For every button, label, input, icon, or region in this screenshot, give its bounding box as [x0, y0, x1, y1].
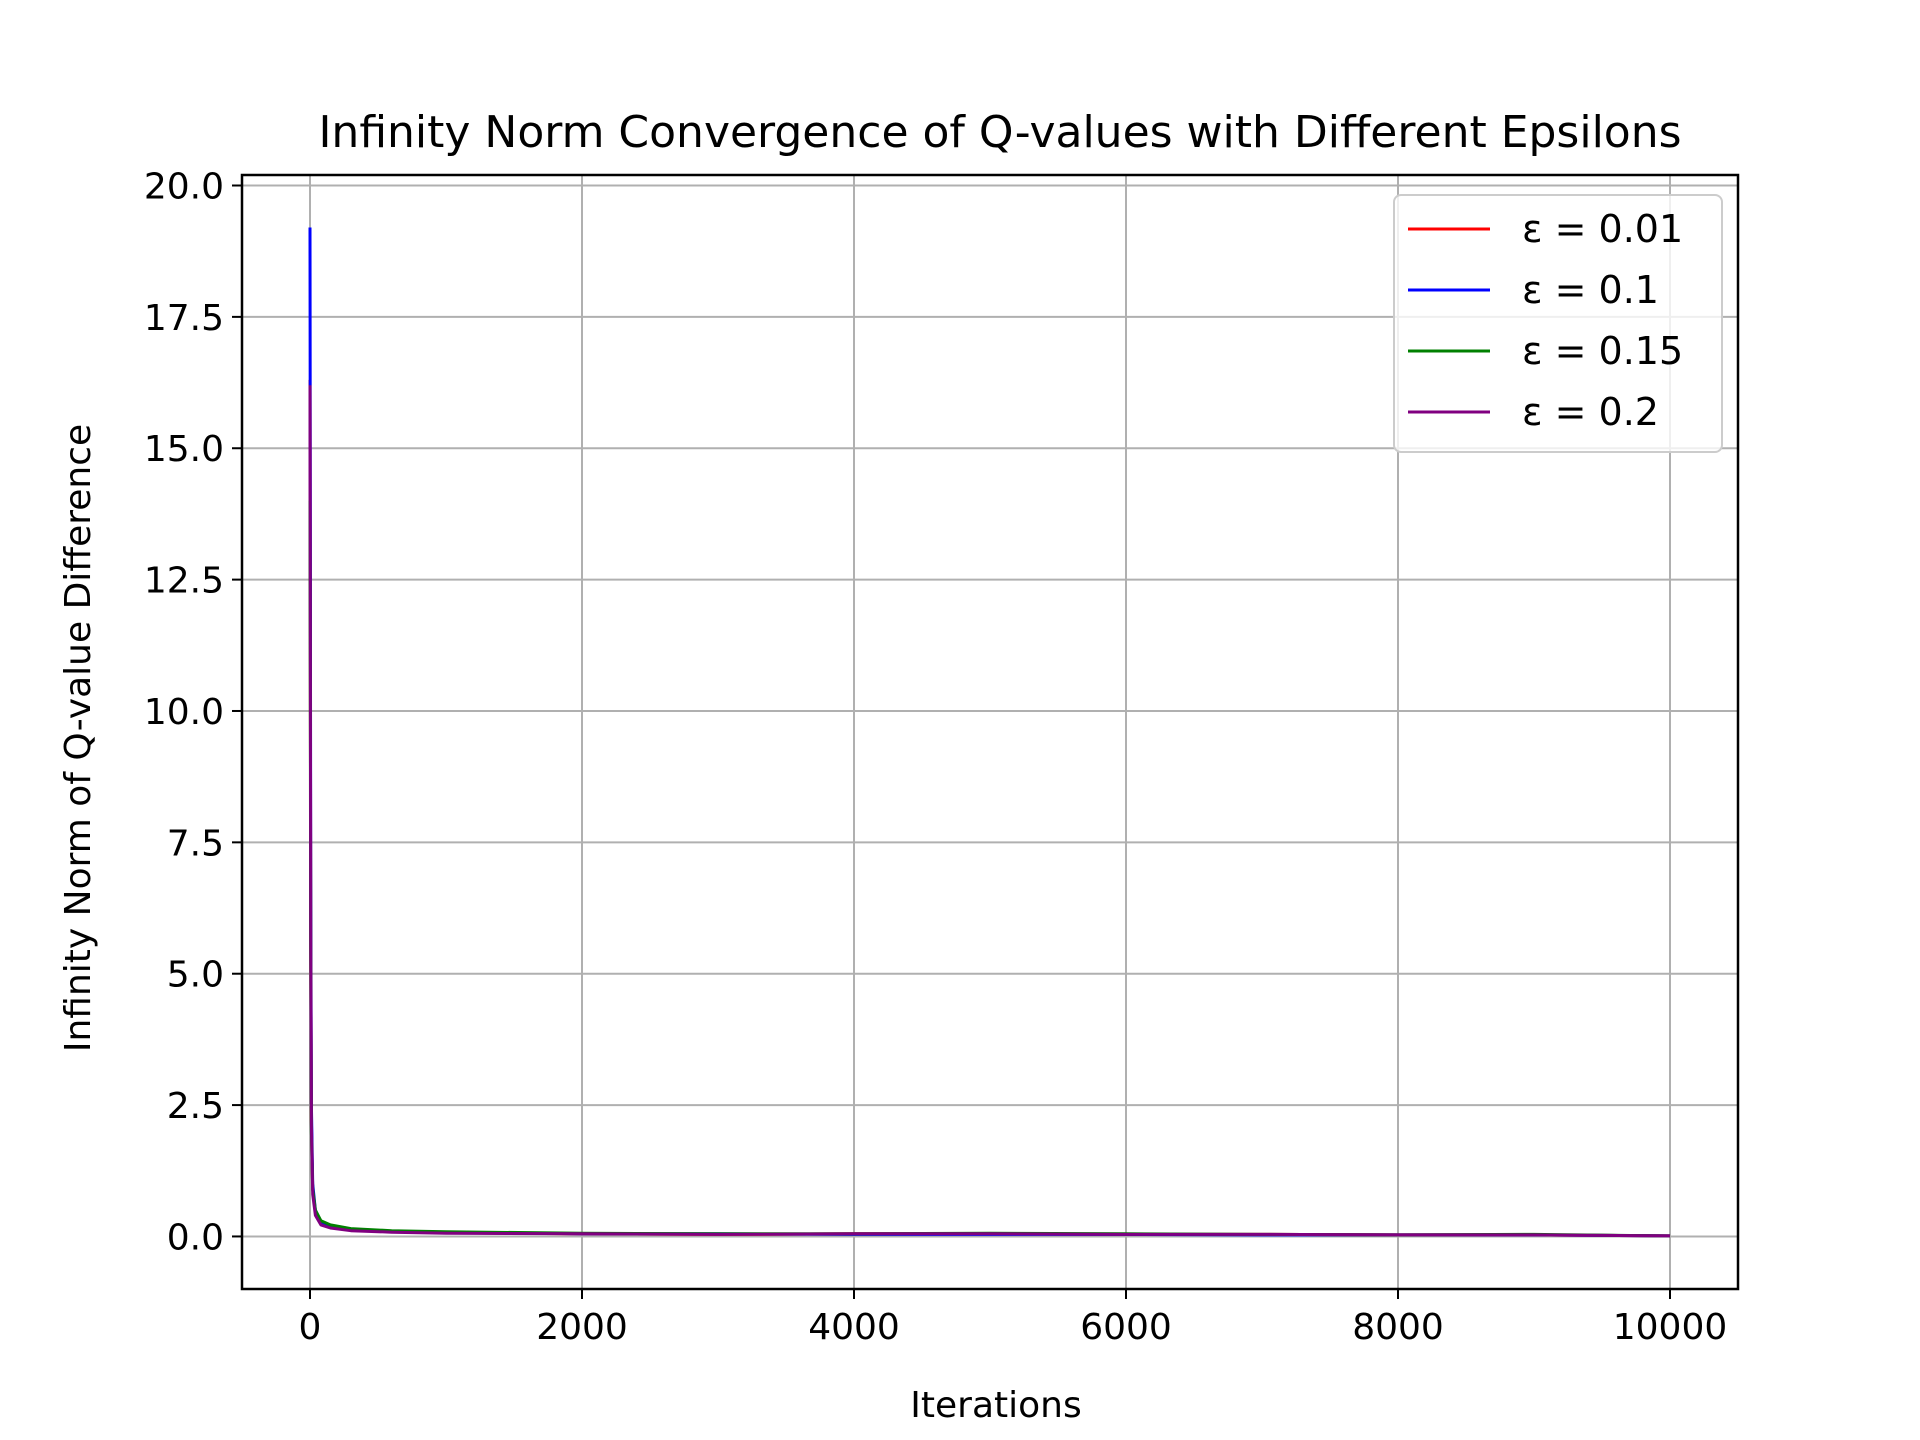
x-axis: 0 2000 4000 6000 8000 10000 — [299, 1289, 1728, 1348]
x-tick-label: 10000 — [1613, 1307, 1728, 1348]
y-axis: 0.0 2.5 5.0 7.5 10.0 12.5 15.0 17.5 20.0 — [144, 167, 242, 1258]
x-tick-label: 8000 — [1352, 1307, 1444, 1348]
x-tick-label: 6000 — [1080, 1307, 1172, 1348]
y-tick-label: 2.5 — [167, 1086, 224, 1127]
legend-box — [1393, 194, 1723, 453]
y-tick-label: 5.0 — [167, 955, 224, 996]
legend-label-1: ε = 0.01 — [1522, 207, 1683, 251]
y-tick-label: 7.5 — [167, 823, 224, 864]
legend: ε = 0.01 ε = 0.1 ε = 0.15 ε = 0.2 — [1393, 194, 1723, 453]
y-tick-label: 0.0 — [167, 1217, 224, 1258]
x-tick-label: 4000 — [808, 1307, 900, 1348]
plot-frame — [240, 173, 1740, 1291]
y-tick-label: 17.5 — [144, 298, 224, 339]
y-tick-label: 10.0 — [144, 692, 224, 733]
x-tick-label: 2000 — [536, 1307, 628, 1348]
legend-label-3: ε = 0.15 — [1522, 329, 1683, 373]
legend-label-2: ε = 0.1 — [1522, 268, 1659, 312]
legend-label-4: ε = 0.2 — [1522, 390, 1659, 434]
y-tick-label: 15.0 — [144, 429, 224, 470]
x-axis-label: Iterations — [910, 1385, 1081, 1426]
x-tick-label: 0 — [299, 1307, 322, 1348]
y-tick-label: 12.5 — [144, 561, 224, 602]
y-tick-label: 20.0 — [144, 167, 224, 208]
series-group — [308, 227, 1671, 1238]
chart-title: Infinity Norm Convergence of Q-values wi… — [318, 107, 1681, 158]
series-line-4 — [308, 385, 1671, 1238]
y-axis-label: Infinity Norm of Q-value Difference — [58, 424, 99, 1052]
grid — [242, 175, 1738, 1289]
